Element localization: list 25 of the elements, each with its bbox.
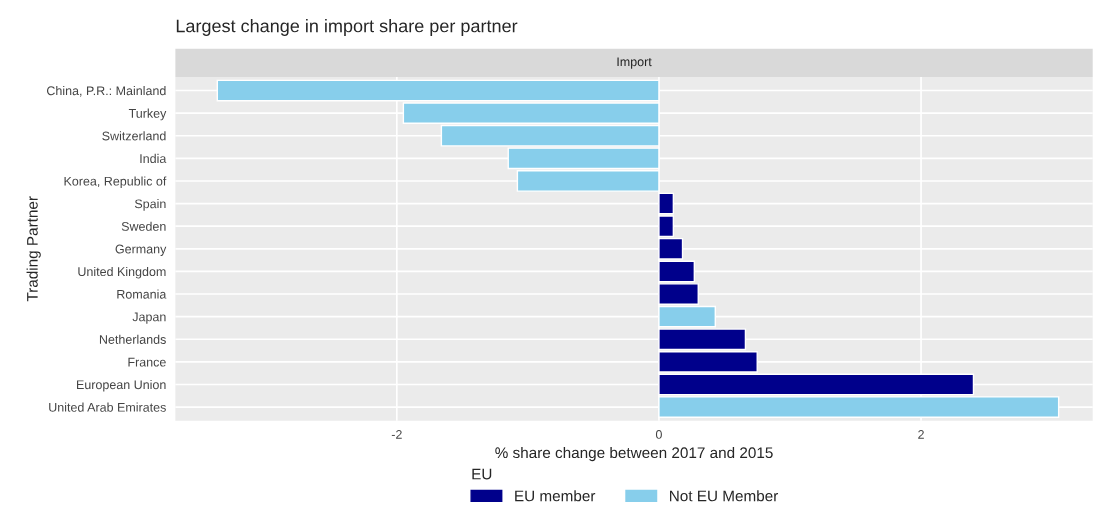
y-tick-label: Spain xyxy=(134,199,166,211)
y-tick-label: Germany xyxy=(115,244,167,256)
y-tick-label: Netherlands xyxy=(99,334,166,344)
y-tick-label: Romania xyxy=(117,289,167,299)
y-tick-label: Japan xyxy=(132,312,166,324)
legend-label: EU member xyxy=(515,490,596,502)
x-tick-label: 0 xyxy=(655,430,662,439)
x-tick-label: 2 xyxy=(918,430,924,439)
legend-label: Not EU Member xyxy=(670,490,779,502)
y-tick-label: United Arab Emirates xyxy=(49,402,166,412)
y-tick-label: India xyxy=(140,153,167,164)
y-tick-label: United Kingdom xyxy=(78,266,166,279)
y-axis-title: Trading Partner xyxy=(26,196,41,302)
y-tick-label: Korea, Republic of xyxy=(64,176,167,189)
legend-title: EU xyxy=(472,468,492,480)
y-tick-label: Switzerland xyxy=(102,131,166,141)
chart-subtitle: Import xyxy=(617,57,652,69)
y-tick-label: China, P.R.: Mainland xyxy=(46,85,166,97)
y-tick-label: European Union xyxy=(77,379,166,392)
x-tick-label: -2 xyxy=(391,430,402,439)
y-tick-label: Sweden xyxy=(121,221,166,231)
chart-title: Largest change in import share per partner xyxy=(176,19,518,36)
x-axis-title: % share change between 2017 and 2015 xyxy=(495,446,773,462)
y-tick-label: Turkey xyxy=(128,108,167,121)
y-tick-label: France xyxy=(128,357,166,367)
